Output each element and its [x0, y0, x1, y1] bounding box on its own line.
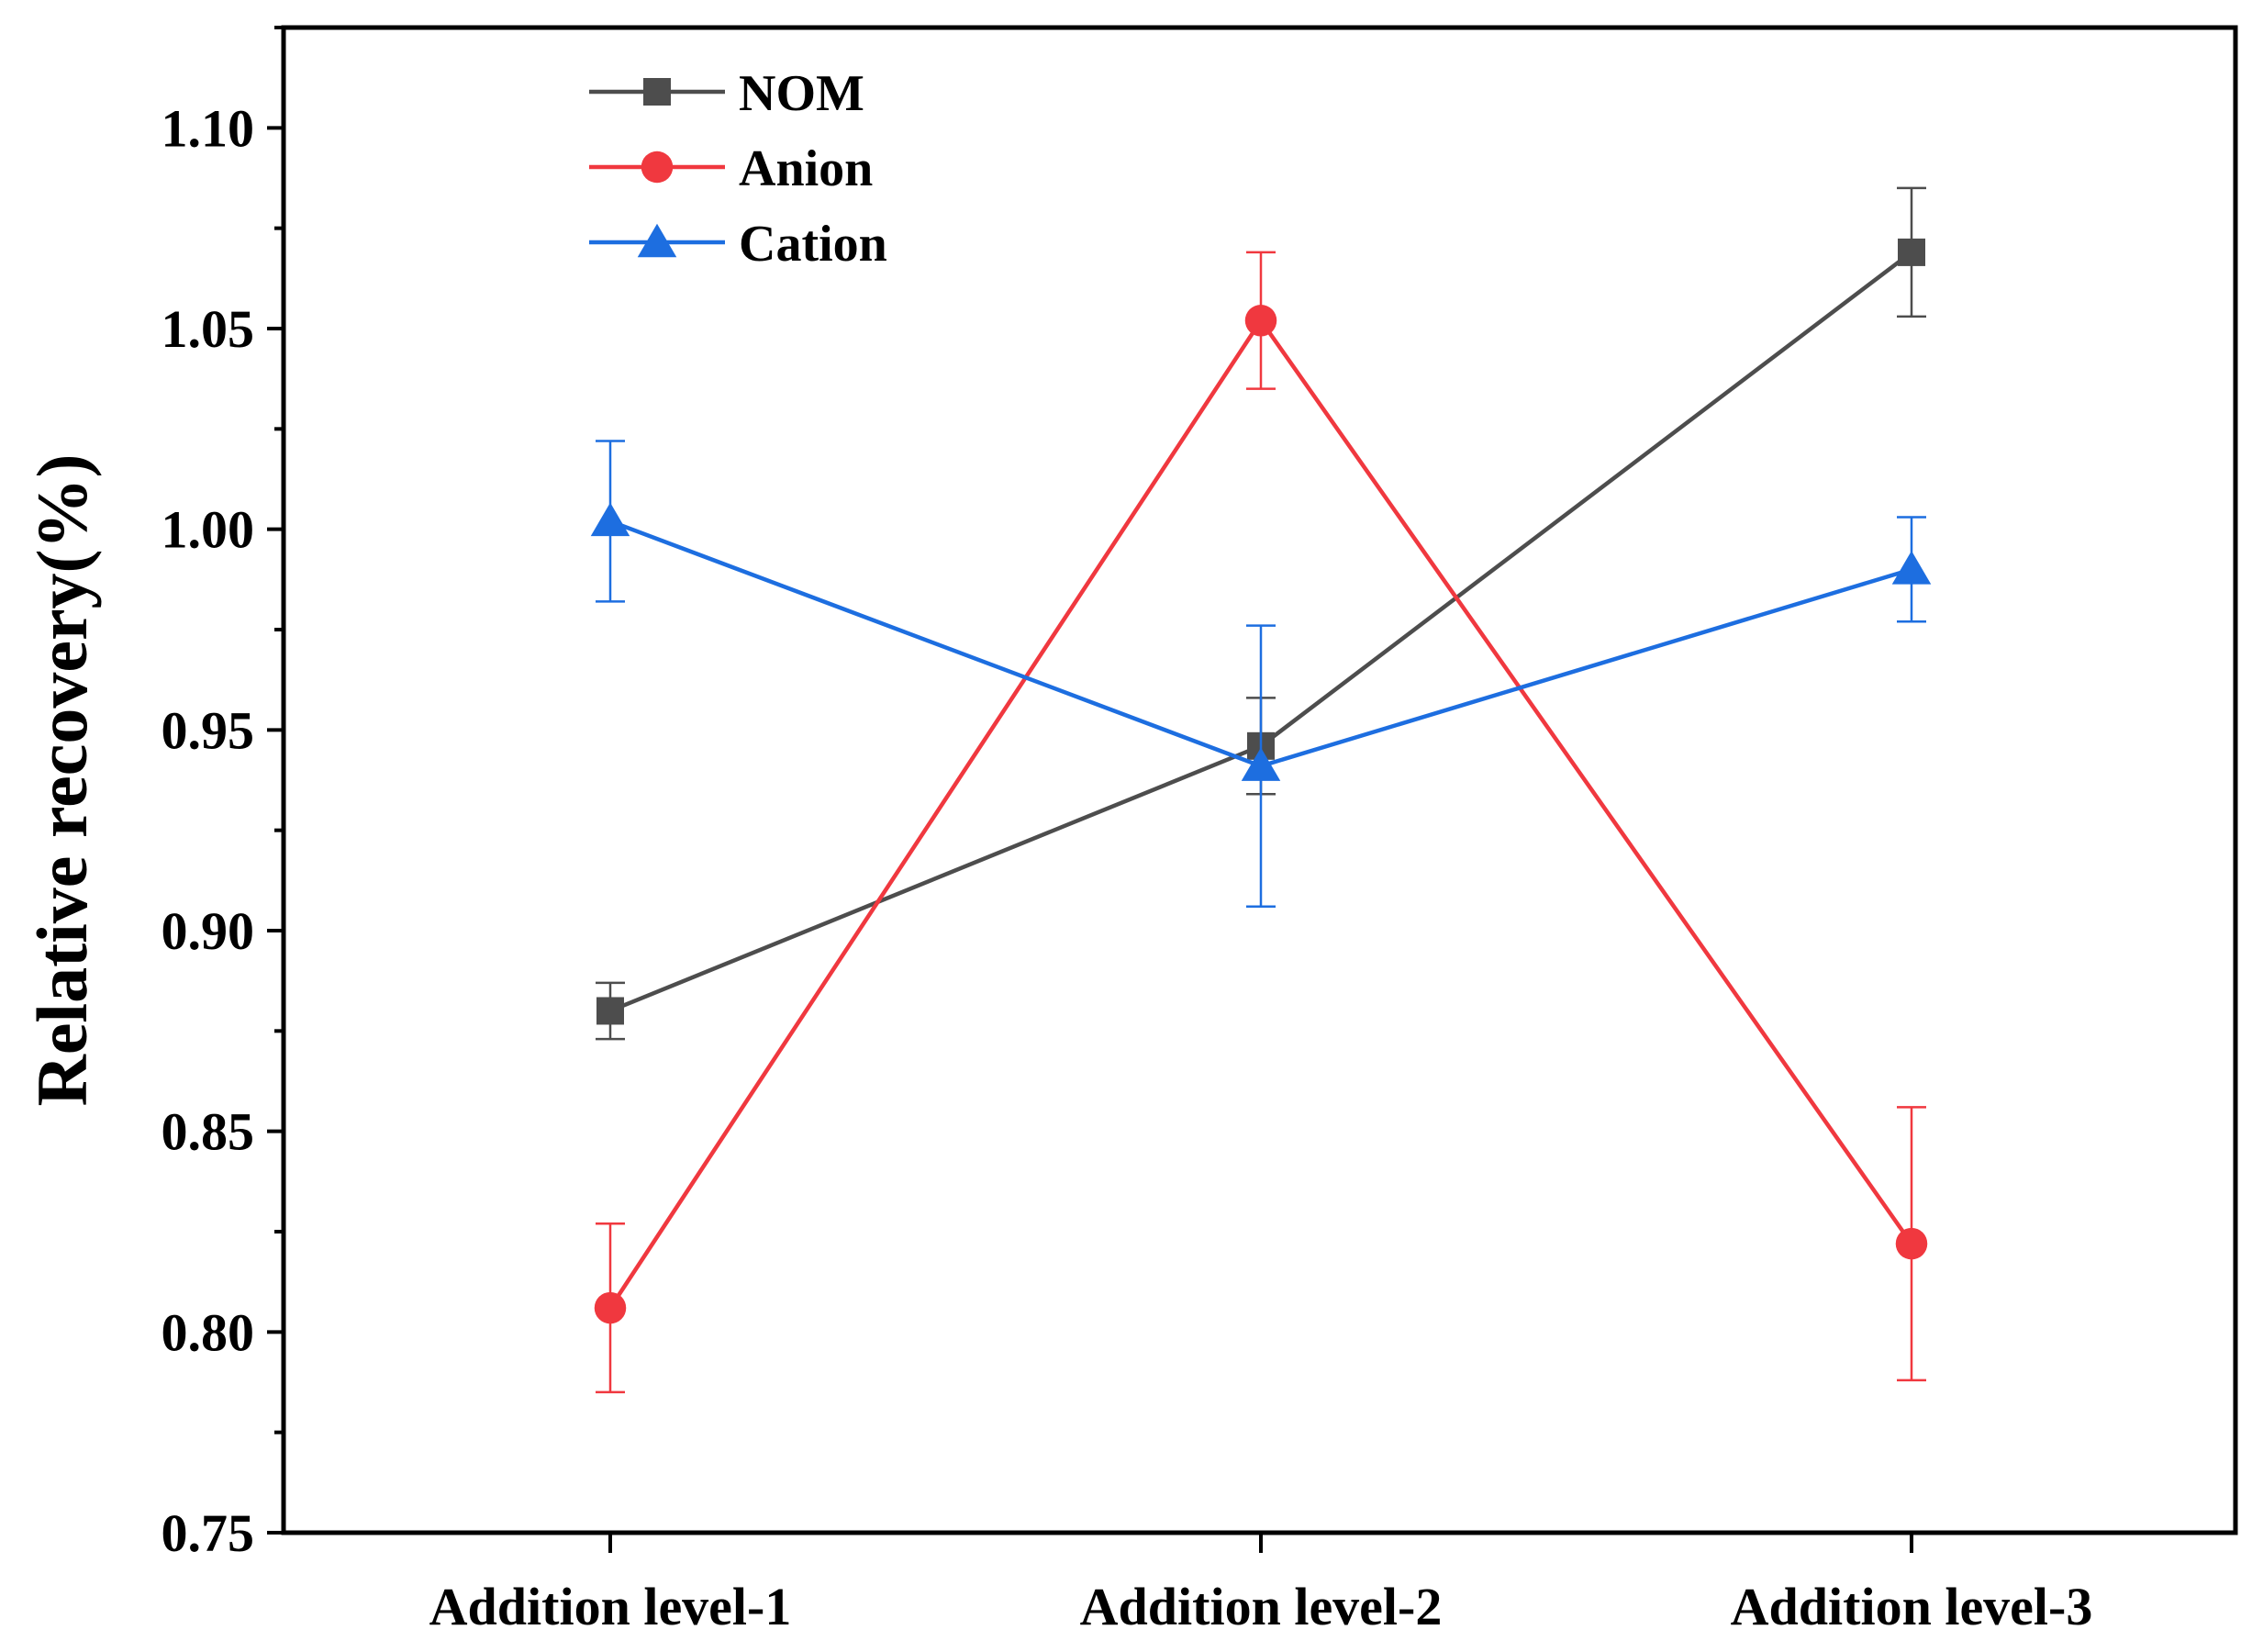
marker-triangle — [1891, 551, 1932, 585]
legend-item-nom: NOM — [589, 65, 864, 122]
x-tick-label: Addition level-3 — [1731, 1577, 2093, 1636]
marker-circle — [594, 1291, 627, 1324]
y-tick-label: 0.80 — [162, 1302, 255, 1362]
y-tick-label: 1.05 — [162, 299, 255, 359]
x-tick-label: Addition level-1 — [429, 1577, 792, 1636]
marker-square — [643, 78, 671, 106]
marker-triangle — [1241, 747, 1281, 781]
series-cation — [590, 440, 1932, 909]
legend-item-cation: Cation — [589, 216, 887, 273]
y-tick-label: 0.95 — [162, 700, 255, 760]
legend-label: Cation — [739, 216, 887, 273]
marker-circle — [1895, 1227, 1928, 1260]
series-group — [590, 186, 1932, 1394]
series-anion — [594, 251, 1928, 1394]
y-tick-label: 1.00 — [162, 500, 255, 560]
y-tick-label: 0.90 — [162, 901, 255, 961]
legend: NOM Anion Cation — [589, 65, 887, 273]
marker-triangle — [590, 502, 630, 537]
marker-square — [596, 997, 624, 1025]
axis-ticks: 0.75 0.80 0.85 0.90 0.95 1.00 1.05 1.10 Addition… — [162, 26, 2093, 1636]
y-tick-label: 0.85 — [162, 1102, 255, 1162]
marker-square — [1898, 238, 1925, 266]
legend-label: Anion — [739, 140, 873, 197]
y-tick-label: 0.75 — [162, 1503, 255, 1563]
y-axis-label: Relative recovery(%) — [22, 453, 102, 1106]
legend-label: NOM — [739, 65, 864, 122]
legend-item-anion: Anion — [589, 140, 873, 197]
marker-circle — [641, 151, 674, 184]
y-tick-label: 1.10 — [162, 98, 255, 158]
marker-circle — [1244, 305, 1277, 337]
marker-triangle — [637, 223, 677, 258]
x-tick-label: Addition level-2 — [1080, 1577, 1443, 1636]
